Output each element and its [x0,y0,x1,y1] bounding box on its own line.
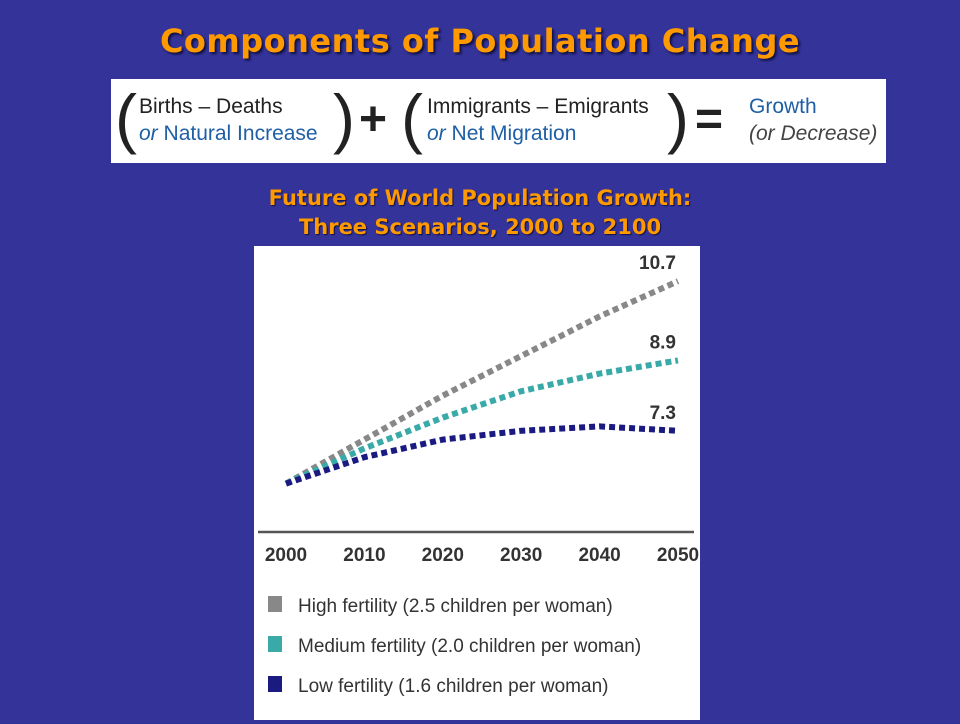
population-equation: ( Births – Deaths or Natural Increase ) … [111,79,886,163]
chart-panel: 2000 2010 2020 2030 2040 2050 10.7 8.9 7.3 High… [254,246,700,720]
x-tick-labels: 2000 2010 2020 2030 2040 2050 [265,545,699,566]
natural-increase-text: or Natural Increase [139,122,318,145]
open-paren-1: ( [115,81,137,155]
legend-swatch-2 [268,676,282,692]
end-label-1: 8.9 [650,332,676,353]
x-tick-label: 2050 [657,545,699,566]
chart-title-line2: Three Scenarios, 2000 to 2100 [298,215,662,239]
series-line-1 [284,357,679,487]
x-tick-label: 2030 [500,545,542,566]
series-layer [284,278,680,487]
legend-label-2: Low fertility (1.6 children per woman) [298,676,608,697]
population-chart: 2000 2010 2020 2030 2040 2050 10.7 8.9 7.3 High… [258,253,699,697]
x-tick-label: 2040 [578,545,620,566]
x-tick-label: 2000 [265,545,307,566]
growth-text: Growth [749,95,817,118]
term-natural-increase: Births – Deaths or Natural Increase [139,93,318,147]
plus-sign: + [359,93,388,146]
legend-swatch-0 [268,596,282,612]
legend-label-1: Medium fertility (2.0 children per woman… [298,636,641,657]
end-labels: 10.7 8.9 7.3 [639,253,676,424]
chart-title-line1: Future of World Population Growth: [268,186,692,210]
series-line-0 [284,278,680,487]
decrease-text: (or Decrease) [749,122,878,145]
slide-title: Components of Population Change [159,22,801,60]
chart-title: Future of World Population Growth: Three… [0,184,960,242]
immigrants-emigrants-text: Immigrants – Emigrants [427,95,649,118]
end-label-2: 7.3 [650,403,676,424]
end-label-0: 10.7 [639,253,676,274]
legend: High fertility (2.5 children per woman) M… [268,596,641,697]
close-paren-2: ) [667,81,689,155]
growth-result: Growth (or Decrease) [749,93,877,147]
legend-label-0: High fertility (2.5 children per woman) [298,596,613,617]
x-tick-label: 2020 [422,545,464,566]
births-deaths-text: Births – Deaths [139,95,283,118]
legend-swatch-1 [268,636,282,652]
close-paren-1: ) [333,81,355,155]
x-tick-label: 2010 [343,545,385,566]
open-paren-2: ( [401,81,423,155]
net-migration-text: or Net Migration [427,122,577,145]
series-line-2 [285,423,679,487]
term-net-migration: Immigrants – Emigrants or Net Migration [427,93,649,147]
equals-sign: = [695,93,724,146]
